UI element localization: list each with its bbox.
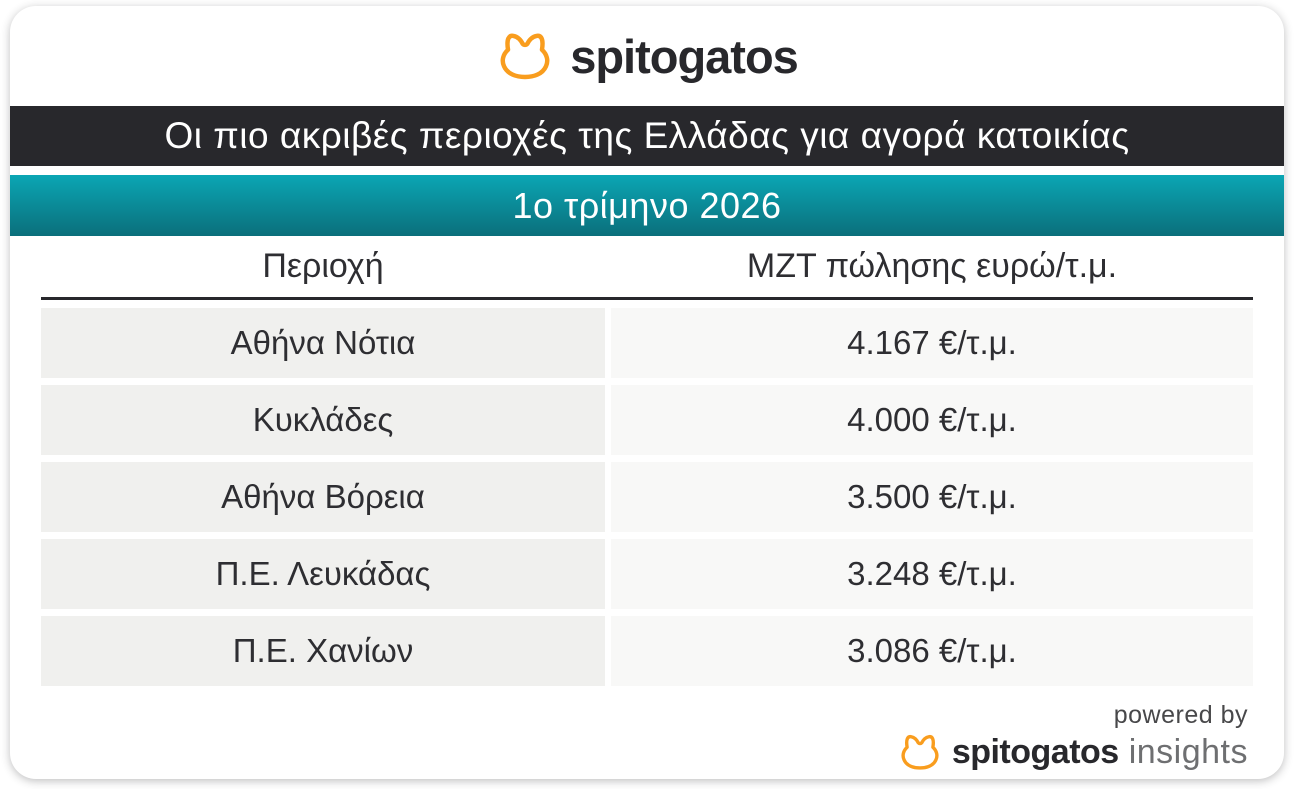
table-row: Κυκλάδες 4.000 €/τ.μ. — [41, 385, 1253, 455]
column-header-area: Περιοχή — [262, 247, 384, 285]
footer: powered by spitogatos insights — [10, 693, 1284, 779]
price-cell: 4.167 €/τ.μ. — [611, 308, 1253, 378]
spitogatos-cat-icon — [496, 31, 554, 81]
price-cell: 3.248 €/τ.μ. — [611, 539, 1253, 609]
price-table: Περιοχή ΜΖΤ πώλησης ευρώ/τ.μ. Αθήνα Νότι… — [41, 236, 1253, 693]
powered-by-label: powered by — [1113, 700, 1248, 729]
price-cell: 3.500 €/τ.μ. — [611, 462, 1253, 532]
area-cell: Π.Ε. Λευκάδας — [41, 539, 605, 609]
insights-label: insights — [1128, 732, 1248, 771]
price-cell: 4.000 €/τ.μ. — [611, 385, 1253, 455]
period-banner: 1ο τρίμηνο 2026 — [10, 175, 1284, 236]
title-text: Οι πιο ακριβές περιοχές της Ελλάδας για … — [164, 115, 1130, 156]
footer-logo: spitogatos insights — [898, 733, 1248, 772]
column-header-price: ΜΖΤ πώλησης ευρώ/τ.μ. — [746, 247, 1118, 285]
area-cell: Αθήνα Βόρεια — [41, 462, 605, 532]
table-body: Αθήνα Νότια 4.167 €/τ.μ. Κυκλάδες 4.000 … — [41, 300, 1253, 686]
table-row: Αθήνα Βόρεια 3.500 €/τ.μ. — [41, 462, 1253, 532]
period-text: 1ο τρίμηνο 2026 — [512, 184, 782, 226]
area-cell: Αθήνα Νότια — [41, 308, 605, 378]
brand-wordmark: spitogatos — [951, 732, 1119, 771]
infographic-card: spitogatos Οι πιο ακριβές περιοχές της Ε… — [10, 6, 1284, 779]
header-logo: spitogatos — [10, 6, 1284, 106]
area-cell: Π.Ε. Χανίων — [41, 616, 605, 686]
table-header-row: Περιοχή ΜΖΤ πώλησης ευρώ/τ.μ. — [41, 236, 1253, 300]
brand-wordmark: spitogatos — [570, 29, 799, 83]
price-cell: 3.086 €/τ.μ. — [611, 616, 1253, 686]
title-banner: Οι πιο ακριβές περιοχές της Ελλάδας για … — [10, 106, 1284, 166]
table-row: Π.Ε. Χανίων 3.086 €/τ.μ. — [41, 616, 1253, 686]
table-row: Π.Ε. Λευκάδας 3.248 €/τ.μ. — [41, 539, 1253, 609]
spitogatos-cat-icon — [898, 733, 942, 771]
area-cell: Κυκλάδες — [41, 385, 605, 455]
table-row: Αθήνα Νότια 4.167 €/τ.μ. — [41, 308, 1253, 378]
